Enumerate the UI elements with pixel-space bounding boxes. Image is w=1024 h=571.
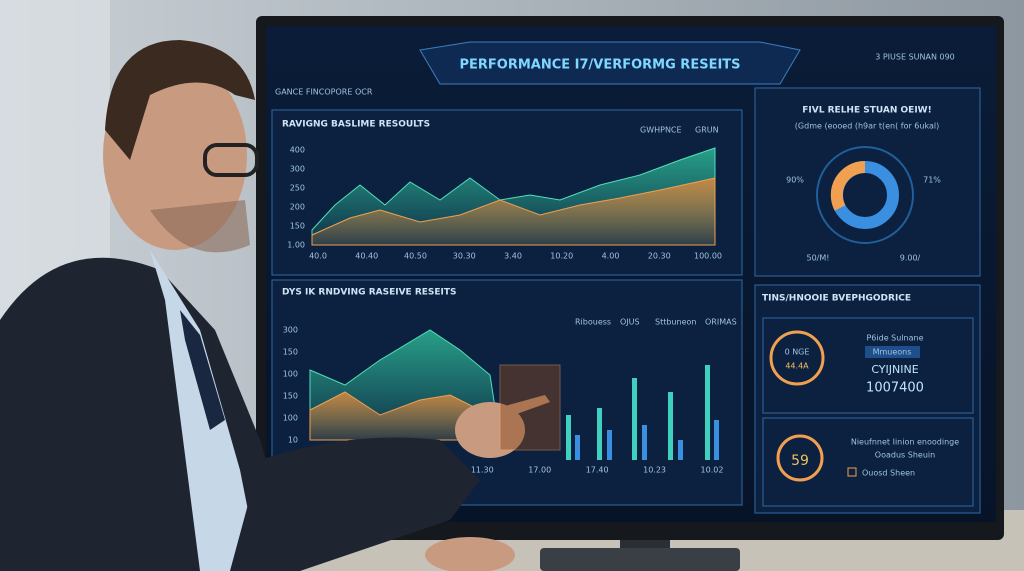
badge-text: Mmueons: [873, 348, 912, 357]
axis-label: 300: [290, 165, 305, 174]
value: 90%: [786, 176, 804, 185]
person: [0, 40, 550, 571]
axis-label: 20.30: [648, 252, 671, 261]
axis-label: 100: [283, 414, 298, 423]
axis-label: 4.00: [602, 252, 620, 261]
axis-label: 10: [288, 436, 298, 445]
hologram: [499, 364, 561, 451]
value: 9.00/: [900, 254, 921, 263]
label: Ooadus Sheuin: [875, 451, 935, 460]
axis-label: 3.40: [504, 252, 522, 261]
axis-label: 1.00: [287, 241, 305, 250]
axis-label: 10.20: [550, 252, 573, 261]
area: [311, 177, 716, 246]
panel-title: FIVL RELHE STUAN OEIW!: [802, 106, 931, 116]
label: Nieufnnet Iinion enoodinge: [851, 438, 959, 447]
legend: OJUS: [620, 318, 640, 327]
axis-label: 250: [290, 184, 305, 193]
legend: GRUN: [695, 126, 719, 135]
bars: [566, 365, 719, 460]
value: 71%: [923, 176, 941, 185]
screen-title: PERFORMANCE I7/VERFORMG RESEITS: [459, 58, 740, 73]
axis-label: 30.30: [453, 252, 476, 261]
axis-label: 100.00: [694, 252, 722, 261]
gauge: [776, 434, 824, 482]
legend: Ribouess: [575, 318, 611, 327]
subtitle: GANCE FINCOPORE OCR: [275, 88, 373, 97]
axis-label: 40.40: [355, 252, 378, 261]
gauge-value: 44.4A: [785, 362, 809, 371]
panel-title: TINS/HNOOIE BVEPHGODRICE: [762, 294, 911, 304]
axis-label: 17.00: [528, 466, 551, 475]
gauge-value: 59: [791, 453, 809, 469]
axis-label: 100: [283, 370, 298, 379]
axis-label: 400: [290, 146, 305, 155]
axis-label: 200: [290, 203, 305, 212]
axis-label: 300: [283, 326, 298, 335]
checkbox: [847, 467, 857, 477]
legend: GWHPNCE: [640, 126, 682, 135]
panel: [754, 87, 981, 277]
card: [762, 417, 974, 507]
axis-label: 150: [283, 392, 298, 401]
top-right: 3 PIUSE SUNAN 090: [875, 53, 955, 62]
axis-label: 11.30: [471, 466, 494, 475]
gauge-label: 0 NGE: [785, 348, 810, 357]
label: Ouosd Sheen: [862, 469, 915, 478]
donut-segment: [830, 160, 866, 211]
axis-label: 17.40: [586, 466, 609, 475]
badge: [865, 346, 920, 358]
card: [762, 317, 974, 414]
label: P6ide Sulnane: [866, 334, 923, 343]
axis-label: 40.50: [404, 252, 427, 261]
axis-label: 10.23: [643, 466, 666, 475]
ring: [816, 146, 914, 244]
axis-label: 150: [283, 348, 298, 357]
legend: ORIMAS: [705, 318, 737, 327]
panel-title: RAVIGNG BASLIME RESOULTS: [282, 120, 430, 130]
gauge: [769, 330, 825, 386]
value: 50/M!: [807, 254, 830, 263]
name: CYIJNINE: [871, 363, 918, 376]
axis-label: 40.0: [309, 252, 327, 261]
monitor-base: [540, 548, 740, 571]
legend: Sttbuneon: [655, 318, 696, 327]
value: 1007400: [866, 381, 924, 396]
panel-subtitle: (Gdme (eooed (h9ar t(en( for 6ukal): [795, 122, 939, 131]
panel-title: DYS IK RNDVING RASEIVE RESEITS: [282, 288, 457, 298]
axis-label: 10.02: [701, 466, 724, 475]
header-frame: [419, 41, 801, 85]
axis-label: 150: [290, 222, 305, 231]
